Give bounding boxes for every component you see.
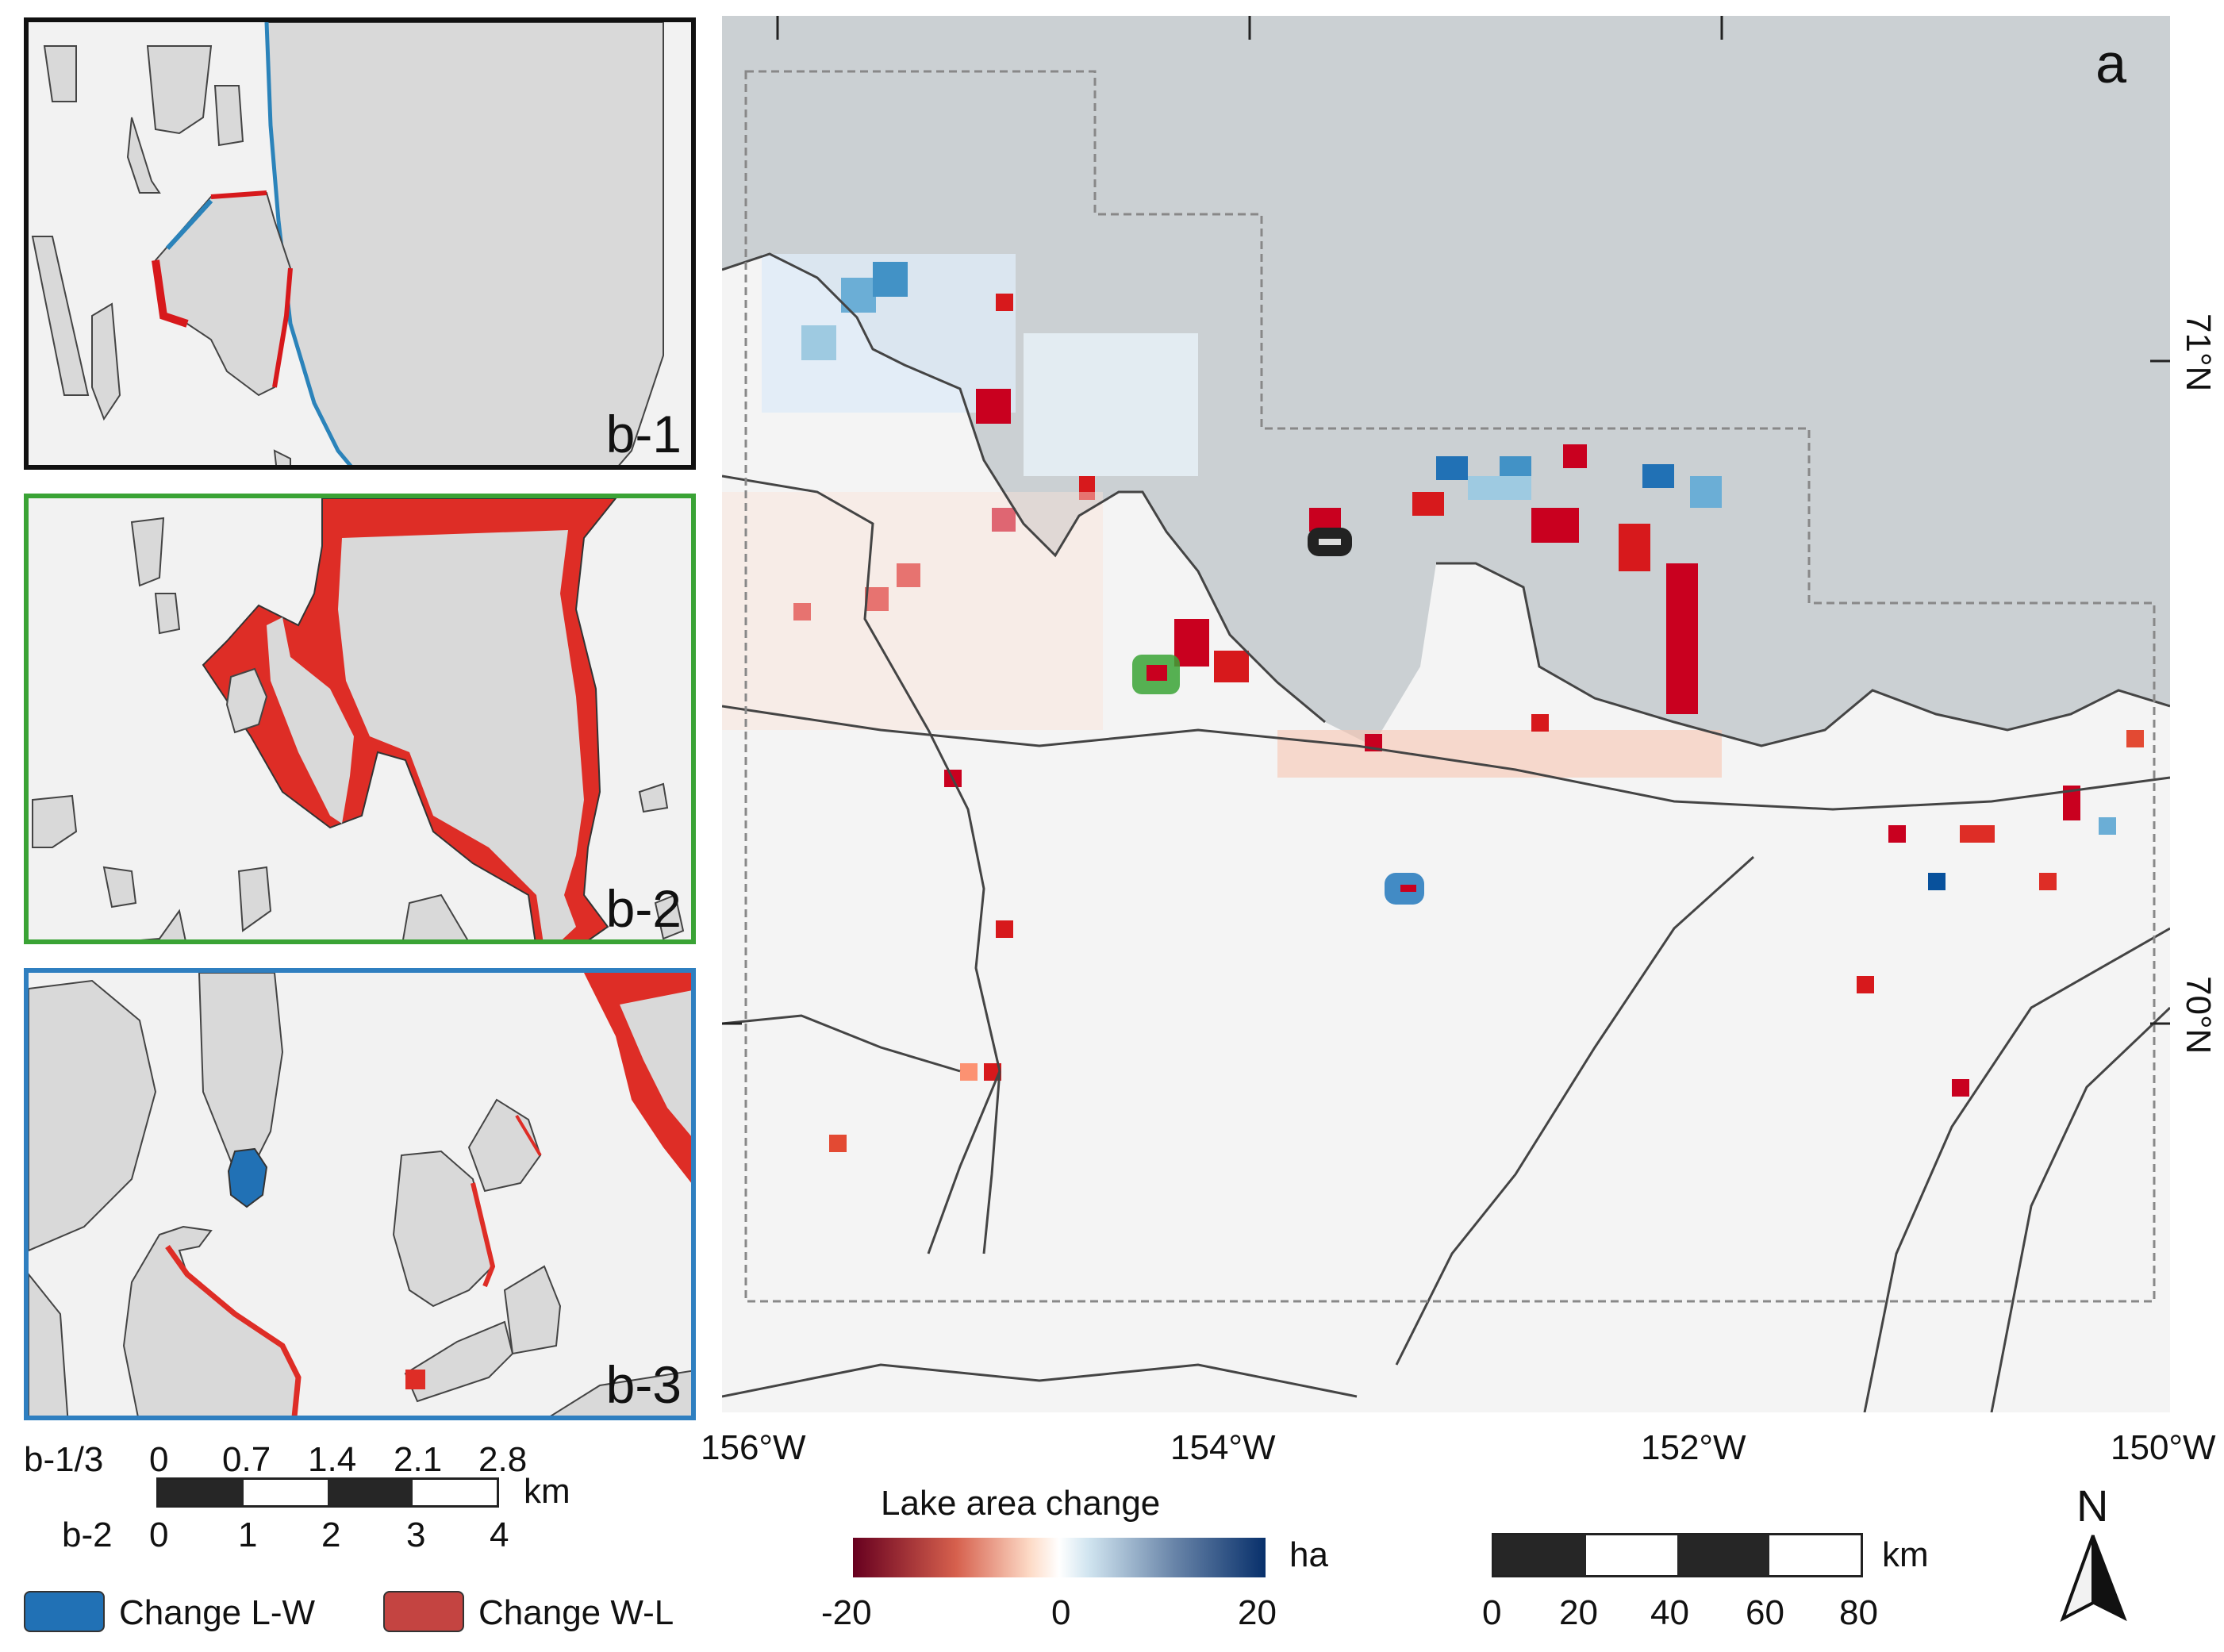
inset-scale-row1-tick-4: 2.8 bbox=[478, 1440, 528, 1479]
inset-label-b-2: b-2 bbox=[605, 879, 682, 938]
map-scale-tick-1: 20 bbox=[1559, 1593, 1598, 1632]
panel-label-a: a bbox=[2095, 33, 2126, 94]
inset-b-2: b-2 bbox=[24, 494, 696, 944]
inset-label-b-3: b-3 bbox=[605, 1355, 682, 1414]
colorbar-unit: ha bbox=[1289, 1535, 1328, 1574]
contour-lines bbox=[722, 252, 2170, 1412]
main-map: a bbox=[722, 16, 2170, 1412]
inset-scale-row1-tick-2: 1.4 bbox=[308, 1440, 357, 1479]
inset-label-b-1: b-1 bbox=[605, 405, 682, 463]
north-label: N bbox=[2076, 1481, 2109, 1531]
y-tick-70n: 70°N bbox=[2179, 976, 2218, 1055]
inset-b-1-map bbox=[31, 22, 664, 465]
x-tick-150w: 150°W bbox=[2111, 1428, 2216, 1467]
inset-b-3: b-3 bbox=[24, 968, 696, 1420]
inset-scale-row1-tick-3: 2.1 bbox=[394, 1440, 443, 1479]
x-tick-154w: 154°W bbox=[1170, 1428, 1276, 1467]
north-arrow-icon bbox=[2060, 1535, 2127, 1623]
inset-b-2-map bbox=[32, 498, 685, 939]
legend-change-w-l: Change W-L bbox=[478, 1593, 674, 1632]
colorbar-tick-min: -20 bbox=[821, 1593, 872, 1632]
map-scale-unit: km bbox=[1882, 1535, 1929, 1574]
colorbar-title: Lake area change bbox=[881, 1484, 1161, 1523]
inset-scale-row2-tick-3: 3 bbox=[406, 1516, 426, 1554]
swatch-change-l-w bbox=[24, 1591, 105, 1632]
x-tick-152w: 152°W bbox=[1641, 1428, 1746, 1467]
map-scale-tick-4: 80 bbox=[1839, 1593, 1878, 1632]
swatch-change-w-l bbox=[383, 1591, 464, 1632]
inset-scale-row1-tick-0: 0 bbox=[149, 1440, 169, 1479]
axis-ticks bbox=[722, 16, 2170, 1025]
map-scale-bar bbox=[1492, 1533, 1863, 1577]
teshekpuk-lake bbox=[1293, 555, 1420, 730]
inset-scale-row2-tick-4: 4 bbox=[490, 1516, 509, 1554]
main-map-canvas bbox=[722, 16, 2170, 1412]
map-scale-tick-0: 0 bbox=[1482, 1593, 1502, 1632]
colorbar-gradient bbox=[853, 1538, 1266, 1577]
map-scale-tick-2: 40 bbox=[1650, 1593, 1689, 1632]
inset-scale-bar bbox=[156, 1477, 499, 1508]
legend-change-l-w: Change L-W bbox=[119, 1593, 316, 1632]
heatmap-cells bbox=[722, 254, 2144, 1152]
inset-b-1: b-1 bbox=[24, 17, 696, 470]
inset-scale-row2-label: b-2 bbox=[62, 1516, 113, 1554]
inset-scale-row2-tick-2: 2 bbox=[321, 1516, 341, 1554]
map-scale-tick-3: 60 bbox=[1746, 1593, 1784, 1632]
y-tick-71n: 71°N bbox=[2179, 313, 2218, 392]
colorbar-tick-max: 20 bbox=[1238, 1593, 1277, 1632]
inset-scale-row1-tick-1: 0.7 bbox=[222, 1440, 271, 1479]
colorbar-tick-mid: 0 bbox=[1051, 1593, 1071, 1632]
inset-scale-row1-label: b-1/3 bbox=[24, 1440, 104, 1479]
inset-scale-row2-tick-0: 0 bbox=[149, 1516, 169, 1554]
study-area-boundary bbox=[744, 70, 2156, 1303]
inset-scale-unit: km bbox=[524, 1472, 570, 1511]
x-tick-156w: 156°W bbox=[701, 1428, 806, 1467]
inset-scale-row2-tick-1: 1 bbox=[238, 1516, 258, 1554]
inset-b-3-map bbox=[29, 973, 691, 1416]
